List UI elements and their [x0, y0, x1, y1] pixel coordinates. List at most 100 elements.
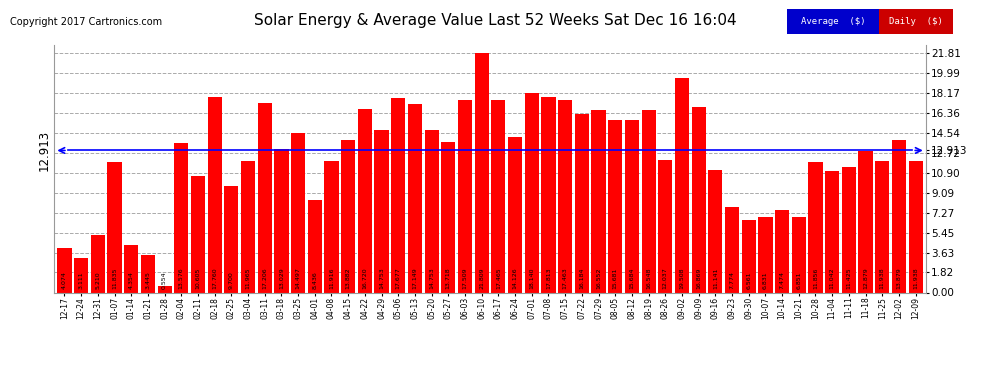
- Bar: [257, 103, 272, 292]
- Text: 16.184: 16.184: [579, 268, 584, 289]
- Bar: [591, 110, 606, 292]
- Text: 7.774: 7.774: [730, 271, 735, 289]
- Text: 14.497: 14.497: [296, 267, 301, 289]
- Bar: [875, 161, 889, 292]
- Text: 15.684: 15.684: [630, 268, 635, 289]
- Text: 5.210: 5.210: [95, 272, 100, 289]
- Bar: [625, 120, 639, 292]
- Text: 9.700: 9.700: [229, 272, 234, 289]
- Bar: [809, 162, 823, 292]
- Text: 13.576: 13.576: [179, 268, 184, 289]
- Text: 16.720: 16.720: [362, 268, 367, 289]
- Text: 14.126: 14.126: [513, 268, 518, 289]
- Bar: [442, 142, 455, 292]
- Text: 11.141: 11.141: [713, 268, 718, 289]
- Bar: [291, 133, 305, 292]
- Bar: [725, 207, 740, 292]
- Bar: [157, 286, 171, 292]
- Bar: [225, 186, 239, 292]
- Bar: [357, 109, 372, 292]
- Text: 6.851: 6.851: [796, 272, 801, 289]
- Text: 13.718: 13.718: [446, 268, 450, 289]
- Bar: [525, 93, 539, 292]
- Text: 4.354: 4.354: [129, 272, 134, 289]
- Bar: [458, 100, 472, 292]
- Bar: [608, 120, 623, 292]
- Bar: [325, 161, 339, 292]
- Text: Solar Energy & Average Value Last 52 Weeks Sat Dec 16 16:04: Solar Energy & Average Value Last 52 Wee…: [253, 13, 737, 28]
- Bar: [308, 200, 322, 292]
- Bar: [141, 255, 155, 292]
- Bar: [491, 100, 506, 292]
- Text: 16.869: 16.869: [696, 268, 701, 289]
- Bar: [708, 170, 723, 292]
- Text: 17.149: 17.149: [413, 267, 418, 289]
- Bar: [274, 149, 288, 292]
- Bar: [174, 143, 188, 292]
- Text: 13.882: 13.882: [346, 268, 350, 289]
- Bar: [408, 104, 422, 292]
- Bar: [191, 176, 205, 292]
- Bar: [91, 235, 105, 292]
- Bar: [642, 111, 655, 292]
- Bar: [57, 248, 71, 292]
- Text: 18.140: 18.140: [530, 268, 535, 289]
- Text: 13.879: 13.879: [897, 267, 902, 289]
- Bar: [241, 161, 255, 292]
- Bar: [425, 130, 439, 292]
- Text: 15.681: 15.681: [613, 268, 618, 289]
- Text: 17.206: 17.206: [262, 268, 267, 289]
- Text: 3.445: 3.445: [146, 272, 150, 289]
- Bar: [575, 114, 589, 292]
- Text: 21.809: 21.809: [479, 268, 484, 289]
- Text: 12.879: 12.879: [863, 267, 868, 289]
- Bar: [842, 167, 856, 292]
- Bar: [675, 78, 689, 292]
- Text: 19.508: 19.508: [679, 268, 684, 289]
- Text: 11.938: 11.938: [880, 268, 885, 289]
- Bar: [508, 137, 522, 292]
- Bar: [342, 140, 355, 292]
- Text: 13.029: 13.029: [279, 267, 284, 289]
- Bar: [792, 217, 806, 292]
- Text: 17.463: 17.463: [562, 267, 567, 289]
- Bar: [692, 107, 706, 292]
- Text: 17.509: 17.509: [462, 268, 467, 289]
- Text: 16.548: 16.548: [646, 268, 651, 289]
- Text: 0.554: 0.554: [162, 272, 167, 289]
- Text: Daily  ($): Daily ($): [889, 17, 943, 26]
- Text: 4.074: 4.074: [62, 272, 67, 289]
- Bar: [775, 210, 789, 292]
- Text: 3.111: 3.111: [78, 272, 83, 289]
- Bar: [758, 217, 772, 292]
- Text: Average  ($): Average ($): [801, 17, 865, 26]
- Text: 11.965: 11.965: [246, 268, 250, 289]
- Text: 11.856: 11.856: [813, 268, 818, 289]
- Bar: [892, 140, 906, 292]
- Text: 11.425: 11.425: [846, 268, 851, 289]
- Bar: [858, 151, 872, 292]
- Text: 12.037: 12.037: [662, 267, 668, 289]
- Text: 11.835: 11.835: [112, 268, 117, 289]
- Bar: [558, 100, 572, 292]
- Bar: [108, 162, 122, 292]
- Bar: [742, 220, 755, 292]
- Text: Copyright 2017 Cartronics.com: Copyright 2017 Cartronics.com: [10, 17, 162, 27]
- Text: 17.465: 17.465: [496, 268, 501, 289]
- Bar: [74, 258, 88, 292]
- Text: 6.831: 6.831: [763, 272, 768, 289]
- Bar: [542, 96, 555, 292]
- Text: 7.474: 7.474: [779, 271, 785, 289]
- Bar: [909, 161, 923, 292]
- Text: 14.753: 14.753: [379, 267, 384, 289]
- Bar: [391, 98, 405, 292]
- Text: 11.916: 11.916: [329, 268, 334, 289]
- Bar: [825, 171, 840, 292]
- Text: 17.813: 17.813: [545, 268, 551, 289]
- Text: 10.605: 10.605: [195, 268, 201, 289]
- Bar: [474, 53, 489, 292]
- Text: 17.760: 17.760: [212, 268, 217, 289]
- Text: 17.677: 17.677: [396, 267, 401, 289]
- Bar: [374, 130, 389, 292]
- Text: 14.753: 14.753: [429, 267, 435, 289]
